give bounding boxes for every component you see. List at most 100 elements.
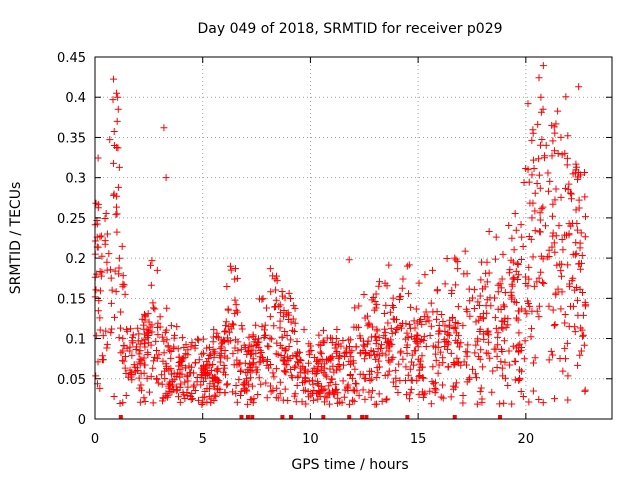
data-point <box>491 314 499 322</box>
data-point <box>519 393 527 400</box>
data-point <box>549 306 557 314</box>
data-point <box>581 233 589 241</box>
data-point <box>365 351 373 359</box>
data-point <box>207 395 215 403</box>
data-point <box>476 313 484 321</box>
data-point <box>561 311 569 319</box>
data-point <box>541 222 549 230</box>
data-point <box>407 358 415 366</box>
data-point <box>529 129 537 137</box>
data-point <box>373 300 381 308</box>
data-point <box>118 242 126 250</box>
zero-marker <box>321 415 326 419</box>
data-point <box>96 384 104 392</box>
data-point <box>561 231 569 239</box>
data-point <box>96 326 104 334</box>
data-point <box>392 382 400 390</box>
data-point <box>487 302 495 310</box>
zero-marker <box>360 415 365 419</box>
data-point <box>575 260 583 268</box>
data-point <box>351 387 359 395</box>
data-point <box>404 334 412 342</box>
data-point <box>453 354 461 362</box>
data-point <box>345 256 353 264</box>
data-point <box>536 228 544 236</box>
data-point <box>96 314 104 322</box>
data-point <box>232 390 240 398</box>
data-point <box>530 282 538 290</box>
x-tick-label: 0 <box>91 432 99 447</box>
data-point <box>554 285 562 293</box>
data-point <box>143 325 151 333</box>
data-point <box>113 89 121 97</box>
data-point <box>425 317 433 325</box>
data-point <box>432 350 440 358</box>
data-point <box>110 127 118 135</box>
data-point <box>566 189 574 197</box>
data-point <box>252 341 260 349</box>
data-point <box>292 351 300 359</box>
data-point <box>452 256 460 264</box>
data-point <box>137 369 145 377</box>
data-point <box>491 255 499 263</box>
data-point <box>536 209 544 217</box>
data-point <box>114 183 122 191</box>
data-point <box>402 363 410 371</box>
data-point <box>572 250 580 258</box>
data-point <box>459 392 467 400</box>
data-point <box>276 317 284 325</box>
data-point <box>566 282 574 290</box>
data-point <box>128 337 136 345</box>
data-point <box>216 385 224 393</box>
data-point <box>529 199 537 207</box>
data-point <box>371 333 379 341</box>
data-point <box>284 353 292 361</box>
data-point <box>535 302 543 310</box>
data-point <box>237 345 245 353</box>
data-point <box>199 335 207 343</box>
data-point <box>93 270 101 278</box>
data-point <box>352 380 360 388</box>
data-point <box>509 258 517 266</box>
data-point <box>498 348 506 356</box>
data-point <box>373 327 381 335</box>
data-point <box>96 233 104 241</box>
data-point <box>533 307 541 315</box>
data-point <box>538 205 546 213</box>
data-point <box>459 399 467 407</box>
data-point <box>522 165 530 173</box>
data-point <box>150 357 158 365</box>
data-point <box>323 373 331 381</box>
data-point <box>135 374 143 382</box>
data-point <box>331 344 339 352</box>
data-point <box>569 250 577 258</box>
data-point <box>486 354 494 362</box>
data-point <box>255 374 263 382</box>
data-point <box>469 365 477 373</box>
data-point <box>340 361 347 369</box>
data-point <box>158 380 166 388</box>
data-point <box>172 372 180 380</box>
data-point <box>162 326 170 334</box>
data-point <box>504 382 512 390</box>
data-point <box>415 279 423 287</box>
data-point <box>406 389 414 397</box>
data-point <box>281 385 289 393</box>
plot-frame <box>94 56 613 420</box>
data-point <box>115 264 123 272</box>
data-point <box>549 200 557 208</box>
data-point <box>382 301 390 309</box>
data-point <box>472 374 480 382</box>
data-point <box>557 305 565 313</box>
data-point <box>508 234 516 242</box>
data-point <box>163 336 171 344</box>
data-point <box>217 349 225 357</box>
data-point <box>280 367 288 375</box>
data-point <box>94 154 102 162</box>
data-point <box>267 388 275 396</box>
data-point <box>575 83 583 91</box>
data-point <box>245 347 253 355</box>
data-point <box>340 349 348 357</box>
data-point <box>454 303 462 311</box>
data-point <box>537 108 545 116</box>
